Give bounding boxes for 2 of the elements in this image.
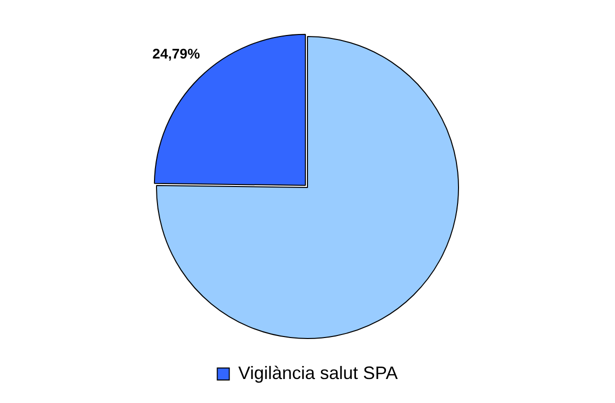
data-label: 24,79% [152,45,200,62]
legend-label: Vigilància salut SPA [238,362,398,383]
